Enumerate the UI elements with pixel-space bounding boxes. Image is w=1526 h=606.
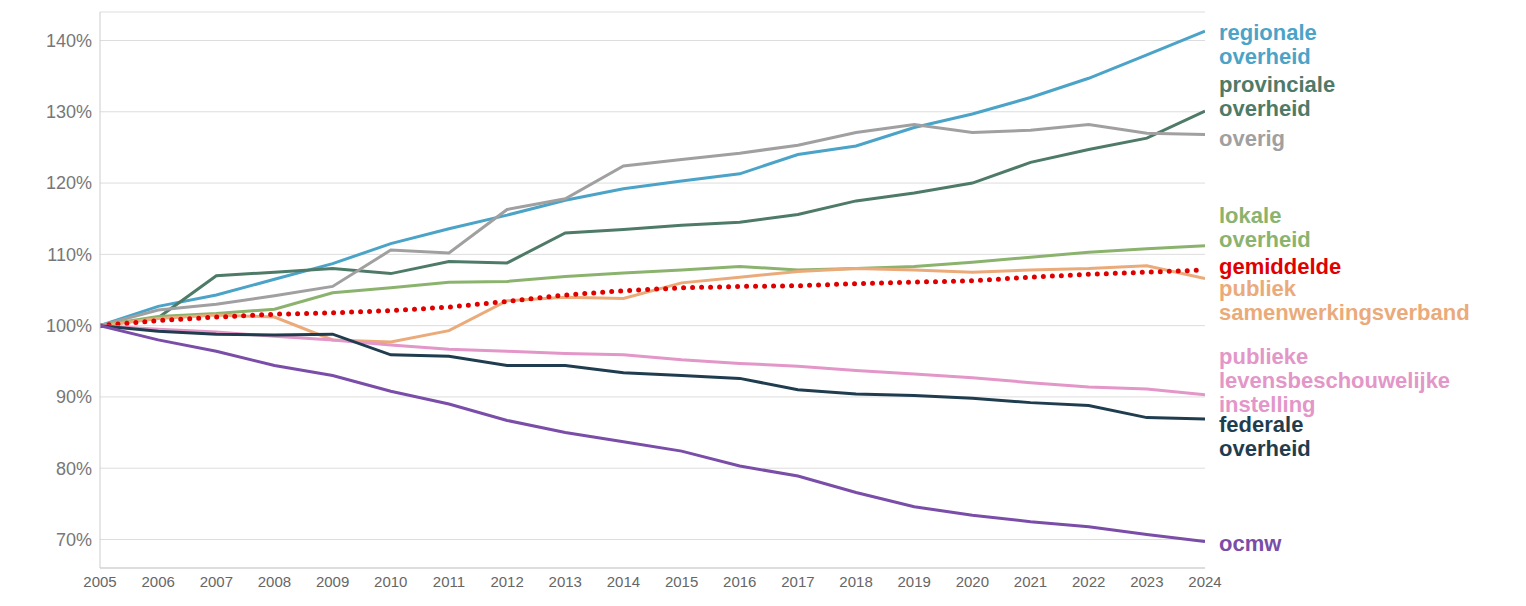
svg-text:2009: 2009 <box>316 573 349 590</box>
svg-text:2011: 2011 <box>433 573 465 590</box>
svg-text:publiekelevensbeschouwelijkein: publiekelevensbeschouwelijkeinstelling <box>1219 344 1450 417</box>
svg-text:2020: 2020 <box>956 573 989 590</box>
svg-text:provincialeoverheid: provincialeoverheid <box>1219 72 1335 121</box>
svg-text:130%: 130% <box>46 102 92 122</box>
svg-text:2024: 2024 <box>1188 573 1221 590</box>
svg-text:2007: 2007 <box>200 573 233 590</box>
svg-text:2010: 2010 <box>374 573 407 590</box>
svg-text:2008: 2008 <box>258 573 291 590</box>
svg-text:70%: 70% <box>56 530 92 550</box>
svg-text:2023: 2023 <box>1130 573 1163 590</box>
svg-text:90%: 90% <box>56 387 92 407</box>
svg-text:110%: 110% <box>47 245 92 265</box>
svg-text:2021: 2021 <box>1014 573 1047 590</box>
svg-text:lokaleoverheid: lokaleoverheid <box>1219 203 1311 252</box>
svg-text:2018: 2018 <box>839 573 872 590</box>
svg-text:federaleoverheid: federaleoverheid <box>1219 412 1311 461</box>
svg-text:ocmw: ocmw <box>1219 531 1282 556</box>
svg-text:2019: 2019 <box>898 573 931 590</box>
svg-text:overig: overig <box>1219 126 1285 151</box>
svg-text:2012: 2012 <box>490 573 523 590</box>
svg-text:120%: 120% <box>46 173 92 193</box>
svg-text:publieksamenwerkingsverband: publieksamenwerkingsverband <box>1219 276 1470 325</box>
svg-text:2016: 2016 <box>723 573 756 590</box>
svg-text:gemiddelde: gemiddelde <box>1219 254 1341 279</box>
svg-text:2015: 2015 <box>665 573 698 590</box>
svg-text:140%: 140% <box>46 31 92 51</box>
svg-text:100%: 100% <box>46 316 92 336</box>
svg-text:2022: 2022 <box>1072 573 1105 590</box>
svg-text:2005: 2005 <box>83 573 116 590</box>
svg-text:80%: 80% <box>56 459 92 479</box>
svg-text:2006: 2006 <box>141 573 174 590</box>
svg-text:2013: 2013 <box>549 573 582 590</box>
svg-text:regionaleoverheid: regionaleoverheid <box>1219 20 1317 69</box>
svg-text:2014: 2014 <box>607 573 640 590</box>
svg-text:2017: 2017 <box>781 573 814 590</box>
